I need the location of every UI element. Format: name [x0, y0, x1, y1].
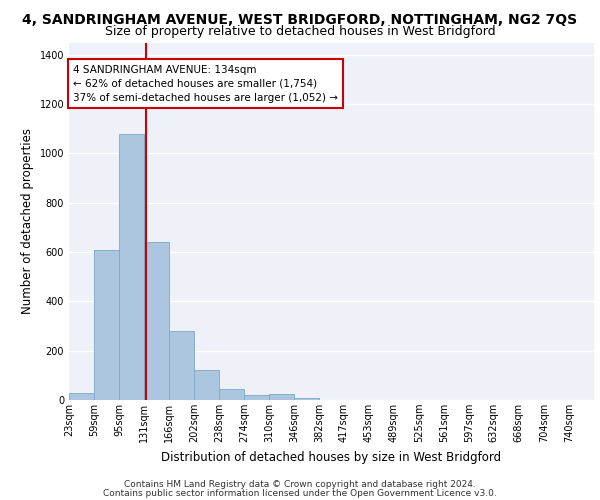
Text: Size of property relative to detached houses in West Bridgford: Size of property relative to detached ho…: [104, 25, 496, 38]
X-axis label: Distribution of detached houses by size in West Bridgford: Distribution of detached houses by size …: [161, 450, 502, 464]
Y-axis label: Number of detached properties: Number of detached properties: [21, 128, 34, 314]
Bar: [244, 395, 269, 400]
Bar: [269, 394, 294, 400]
Bar: [169, 331, 194, 400]
Bar: [294, 398, 319, 400]
Text: 4, SANDRINGHAM AVENUE, WEST BRIDGFORD, NOTTINGHAM, NG2 7QS: 4, SANDRINGHAM AVENUE, WEST BRIDGFORD, N…: [22, 12, 578, 26]
Bar: [119, 134, 144, 400]
Bar: [219, 389, 244, 400]
Text: Contains public sector information licensed under the Open Government Licence v3: Contains public sector information licen…: [103, 488, 497, 498]
Text: 4 SANDRINGHAM AVENUE: 134sqm
← 62% of detached houses are smaller (1,754)
37% of: 4 SANDRINGHAM AVENUE: 134sqm ← 62% of de…: [73, 64, 338, 102]
Text: Contains HM Land Registry data © Crown copyright and database right 2024.: Contains HM Land Registry data © Crown c…: [124, 480, 476, 489]
Bar: [69, 392, 94, 400]
Bar: [194, 370, 218, 400]
Bar: [94, 250, 119, 400]
Bar: [144, 242, 169, 400]
